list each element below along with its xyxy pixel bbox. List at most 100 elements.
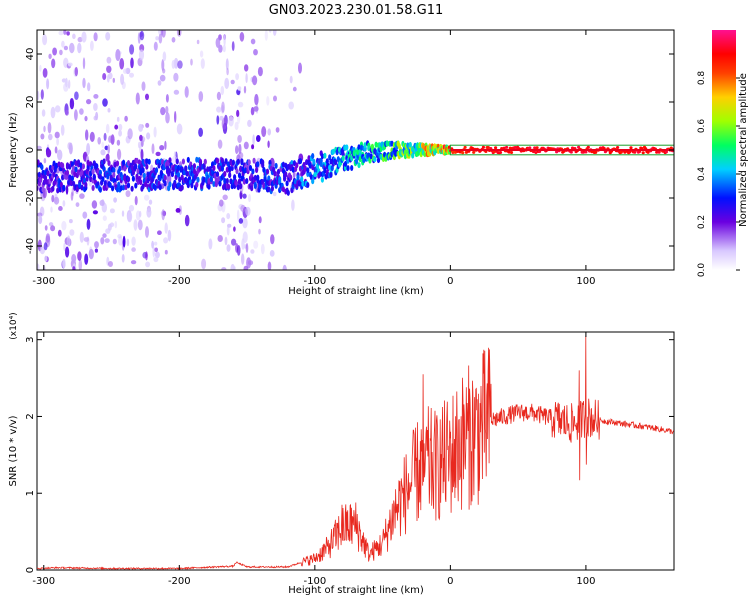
trace-blob xyxy=(296,174,300,181)
noise-blob xyxy=(153,256,159,263)
trace-blob xyxy=(119,185,123,192)
noise-blob xyxy=(225,58,229,71)
noise-blob xyxy=(89,131,95,142)
noise-blob xyxy=(230,79,235,85)
trace-blob xyxy=(329,158,333,165)
noise-blob xyxy=(60,124,65,136)
noise-blob xyxy=(66,31,70,36)
trace-blob xyxy=(331,148,335,155)
noise-blob xyxy=(129,44,135,55)
trace-blob xyxy=(215,171,220,178)
trace-blob xyxy=(356,149,360,156)
noise-blob xyxy=(254,93,259,106)
trace-blob xyxy=(196,176,200,183)
noise-blob xyxy=(151,240,155,249)
trace-blob xyxy=(228,172,232,179)
trace-blob xyxy=(505,145,509,149)
trace-blob xyxy=(190,182,194,189)
noise-blob xyxy=(121,210,125,217)
noise-blob xyxy=(51,194,55,203)
noise-blob xyxy=(251,144,255,150)
trace-blob xyxy=(184,165,188,172)
trace-blob xyxy=(226,183,231,190)
snr-axes: -300 -200 -100 0 100 0 1 2 3 xyxy=(25,332,674,587)
noise-blob xyxy=(129,72,134,78)
noise-blob xyxy=(198,91,204,102)
trace-blob xyxy=(318,171,322,178)
trace-blob xyxy=(373,156,377,163)
y-tick-label: -20 xyxy=(25,190,36,206)
trace-blob xyxy=(170,171,174,178)
noise-blob xyxy=(239,32,245,42)
noise-blob xyxy=(118,123,123,131)
trace-blob xyxy=(262,182,266,189)
x-tick-label: -300 xyxy=(32,576,55,587)
noise-blob xyxy=(141,81,146,91)
noise-blob xyxy=(201,258,207,270)
trace-blob xyxy=(218,180,222,187)
trace-blob xyxy=(207,183,211,190)
trace-blob xyxy=(62,184,66,191)
noise-blob xyxy=(75,202,80,208)
noise-blob xyxy=(190,58,193,66)
noise-blob xyxy=(231,41,235,52)
trace-blob xyxy=(669,146,673,150)
noise-blob xyxy=(41,109,46,117)
noise-blob xyxy=(164,249,168,255)
noise-blob xyxy=(53,196,60,205)
noise-blob xyxy=(135,92,140,105)
trace-blob xyxy=(85,175,89,182)
noise-blob xyxy=(43,125,46,133)
noise-blob xyxy=(167,229,172,242)
trace-blob xyxy=(528,146,532,150)
noise-blob xyxy=(226,67,229,76)
trace-blob xyxy=(142,172,146,179)
trace-blob xyxy=(176,171,181,178)
noise-blob xyxy=(151,143,155,154)
trace-blob xyxy=(109,174,113,181)
trace-blob xyxy=(311,153,315,159)
noise-blob xyxy=(40,133,45,140)
trace-blob xyxy=(79,162,83,169)
trace-blob xyxy=(141,167,145,174)
noise-blob xyxy=(50,206,53,213)
noise-blob xyxy=(199,50,204,58)
noise-blob xyxy=(63,242,66,252)
noise-blob xyxy=(108,261,113,267)
trace-blob xyxy=(239,183,243,190)
trace-blob xyxy=(161,159,165,165)
trace-blob xyxy=(502,146,506,150)
trace-blob xyxy=(320,176,324,183)
trace-blob xyxy=(181,158,185,165)
noise-blob xyxy=(273,95,277,102)
noise-blob xyxy=(228,116,234,127)
trace-blob xyxy=(126,182,131,189)
noise-blob xyxy=(43,158,47,164)
noise-blob xyxy=(171,37,176,43)
trace-blob xyxy=(122,159,126,166)
trace-blob xyxy=(75,186,79,193)
noise-blob xyxy=(54,131,60,139)
trace-blob xyxy=(126,176,131,183)
trace-blob xyxy=(58,186,62,193)
noise-blob xyxy=(116,139,121,146)
trace-blob xyxy=(507,150,511,154)
trace-blob xyxy=(256,174,260,181)
trace-blob xyxy=(385,140,389,147)
trace-blob xyxy=(228,165,232,172)
trace-blob xyxy=(180,174,184,181)
colorbar-tick-label: 0.2 xyxy=(697,215,707,229)
noise-blob xyxy=(243,265,249,270)
noise-blob xyxy=(270,234,275,245)
noise-blob xyxy=(79,193,85,199)
trace-blob xyxy=(494,146,498,150)
noise-blob xyxy=(114,124,119,130)
trace-blob xyxy=(135,173,139,180)
trace-blob xyxy=(74,166,78,173)
noise-blob xyxy=(159,74,166,82)
trace-blob xyxy=(237,172,242,179)
trace-blob xyxy=(278,176,282,183)
trace-blob xyxy=(76,159,81,166)
noise-blob xyxy=(42,34,48,46)
trace-blob xyxy=(223,177,227,184)
